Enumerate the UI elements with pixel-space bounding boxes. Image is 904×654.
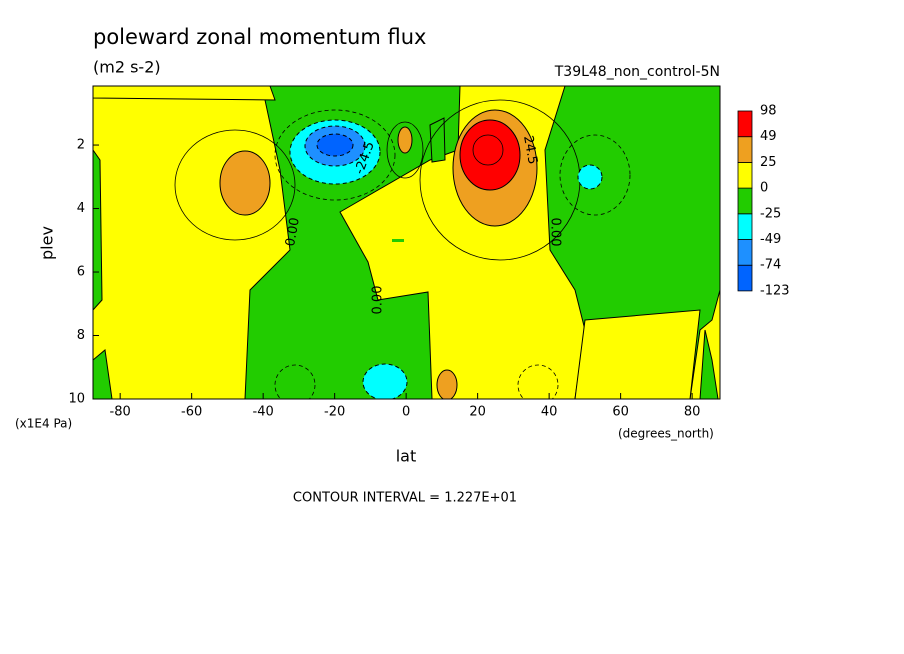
colorbar-label: 98 — [760, 104, 777, 119]
colorbar-label: 25 — [760, 155, 777, 170]
contour-label: 0.00 — [283, 216, 303, 247]
contour-field — [93, 86, 720, 399]
chart-subtitle: (m2 s-2) — [93, 58, 161, 77]
contour-band — [574, 309, 701, 399]
x-tick-label: 0 — [402, 405, 410, 420]
contour-line — [274, 109, 396, 201]
x-units: (degrees_north) — [618, 427, 714, 441]
x-tick-label: 40 — [541, 405, 558, 420]
contour-band — [93, 86, 276, 101]
colorbar-box — [737, 213, 753, 240]
dataset-label: T39L48_non_control-5N — [554, 64, 720, 80]
contour-band — [362, 363, 408, 399]
x-tick-label: 60 — [612, 405, 629, 420]
contour-band — [392, 239, 404, 242]
contour-line — [472, 134, 504, 166]
x-tick-label: -40 — [253, 405, 274, 420]
colorbar-box — [737, 264, 753, 292]
contour-band — [316, 133, 354, 157]
colorbar-box — [737, 161, 753, 189]
contour-band — [397, 126, 413, 154]
x-tick-label: 20 — [469, 405, 486, 420]
y-tick-label: 6 — [77, 265, 85, 280]
colorbar-label: 0 — [760, 181, 768, 196]
contour-interval: CONTOUR INTERVAL = 1.227E+01 — [293, 491, 517, 506]
x-axis-label: lat — [396, 447, 417, 466]
contour-line — [559, 134, 631, 216]
contour-band — [436, 369, 458, 399]
y-tick-label: 8 — [77, 328, 85, 343]
contour-band — [93, 149, 103, 311]
y-units: (x1E4 Pa) — [15, 417, 72, 431]
colorbar-box — [737, 136, 753, 163]
contour-line — [274, 364, 316, 399]
contour-band — [699, 329, 719, 399]
colorbar-box — [737, 110, 753, 138]
y-axis-label: plev — [38, 226, 57, 260]
contour-line — [174, 129, 296, 241]
contour-band — [429, 117, 446, 163]
contour-line — [517, 364, 559, 399]
y-tick-label: 4 — [77, 201, 85, 216]
contour-band — [577, 164, 603, 190]
contour-band — [459, 119, 521, 191]
x-tick-label: -60 — [181, 405, 202, 420]
colorbar-label: -25 — [760, 206, 781, 221]
colorbar-box — [737, 239, 753, 266]
chart-title: poleward zonal momentum flux — [93, 25, 426, 49]
colorbar-label: -123 — [760, 283, 790, 298]
contour-band — [219, 150, 271, 216]
contour-label: 24.5 — [520, 134, 540, 165]
y-tick-label: 2 — [77, 138, 85, 153]
colorbar-label: -49 — [760, 232, 781, 247]
x-tick-label: -80 — [110, 405, 131, 420]
colorbar-box — [737, 187, 753, 215]
contour-line — [386, 121, 424, 179]
colorbar-label: 49 — [760, 129, 777, 144]
x-tick-label: 80 — [684, 405, 701, 420]
colorbar-label: -74 — [760, 258, 781, 273]
y-tick-label: 10 — [68, 392, 85, 407]
x-tick-label: -20 — [324, 405, 345, 420]
contour-label: 0.00 — [371, 286, 386, 315]
contour-band — [93, 349, 113, 399]
contour-label: 0.00 — [548, 218, 563, 247]
